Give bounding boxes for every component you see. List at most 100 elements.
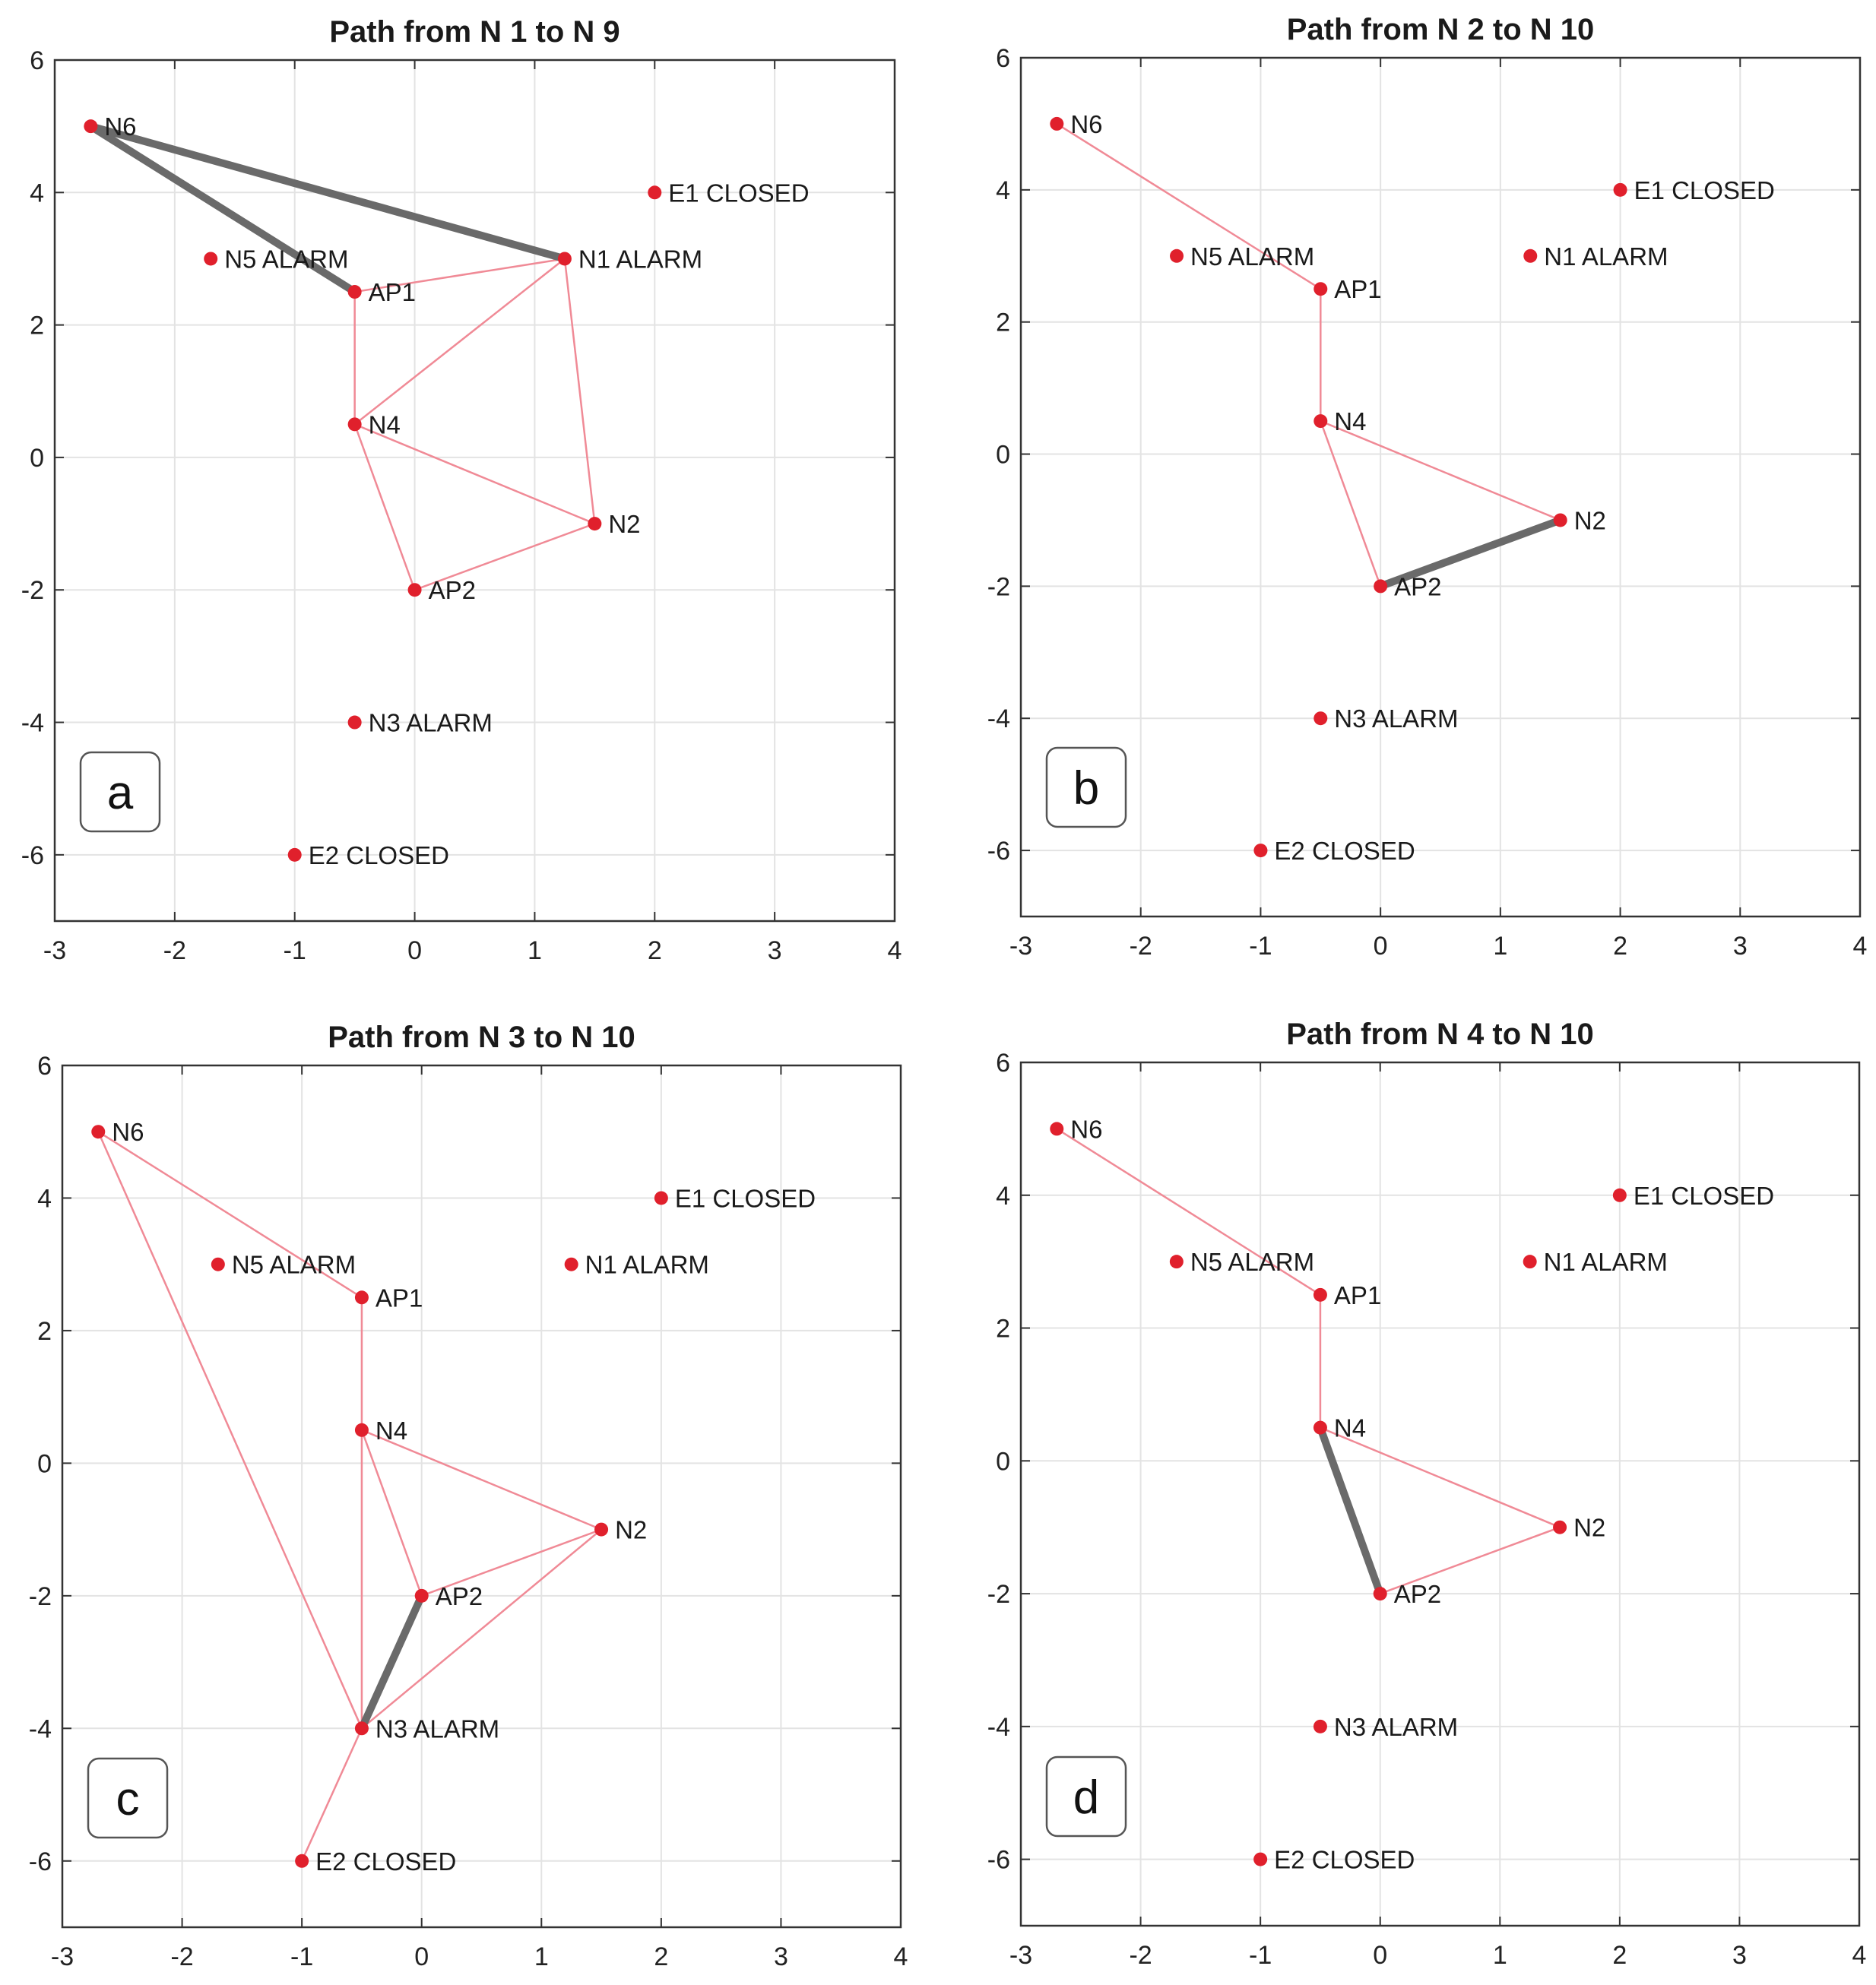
x-tick-label: 0 <box>414 1942 429 1971</box>
node-point <box>347 417 362 432</box>
node-label: AP1 <box>1334 275 1381 303</box>
x-tick-label: 4 <box>894 1942 908 1971</box>
node-point <box>648 185 662 200</box>
node-point <box>1523 1255 1537 1269</box>
y-tick-label: -6 <box>987 837 1010 866</box>
node-label: E2 CLOSED <box>309 841 449 869</box>
node-point <box>564 1257 578 1271</box>
y-tick-label: 4 <box>996 1182 1010 1211</box>
node-label: N5 ALARM <box>224 245 348 273</box>
chart-panel-c: Path from N 3 to N 10 -3 -2 -1 0 1 2 3 4 6 4 2 0 -2 -4… <box>29 1021 908 1971</box>
graph-edge <box>1320 420 1382 587</box>
graph-edge <box>361 1429 602 1531</box>
node-label: E1 CLOSED <box>1634 1182 1774 1210</box>
graph-edge <box>354 423 595 525</box>
node-point <box>1169 1255 1184 1269</box>
node-point <box>414 1588 429 1603</box>
node-point <box>1613 182 1627 197</box>
x-tick-label: -3 <box>1009 1941 1032 1970</box>
x-tick-label: -2 <box>1130 932 1152 961</box>
x-tick-label: -3 <box>43 936 66 965</box>
y-tick-label: -6 <box>987 1846 1010 1875</box>
x-tick-label: 2 <box>1613 932 1627 961</box>
node-point <box>1553 1520 1567 1534</box>
y-tick-label: 0 <box>996 1447 1010 1476</box>
node-point <box>1314 711 1328 726</box>
graph-edge <box>97 1131 363 1299</box>
plot-frame <box>1019 56 1862 918</box>
x-tick-label: 3 <box>1732 1941 1747 1970</box>
graph-edge <box>563 258 596 524</box>
x-tick-label: 2 <box>654 1942 668 1971</box>
node-point <box>1170 249 1184 263</box>
node-label: AP2 <box>436 1582 483 1610</box>
node-point <box>354 1290 369 1305</box>
node-label: N4 <box>369 410 401 438</box>
node-point <box>1313 1719 1327 1733</box>
x-tick-label: 0 <box>407 936 422 965</box>
y-tick-label: -4 <box>21 709 44 738</box>
path-edge <box>1377 516 1564 590</box>
graph-edge <box>361 1528 602 1730</box>
chart-panel-d: Path from N 4 to N 10 -3 -2 -1 0 1 2 3 4 6 4 2 0 -2 -4… <box>987 1018 1867 1970</box>
node-label: N6 <box>1070 110 1102 138</box>
node-label: N5 ALARM <box>1190 242 1314 271</box>
node-label: E2 CLOSED <box>1274 837 1415 865</box>
node-point <box>1314 282 1328 296</box>
graph-edge <box>1056 122 1321 290</box>
node-point <box>594 1522 609 1537</box>
y-tick-label: 2 <box>30 312 44 340</box>
graph-edge <box>301 1727 363 1862</box>
graph-edge <box>1380 1526 1561 1595</box>
y-tick-label: -4 <box>987 704 1010 733</box>
node-label: N3 ALARM <box>369 709 493 737</box>
x-tick-label: 0 <box>1373 1941 1387 1970</box>
node-point <box>1374 579 1388 594</box>
node-label: N5 ALARM <box>1190 1248 1314 1276</box>
node-point <box>354 1721 369 1736</box>
node-label: N2 <box>1574 506 1606 534</box>
y-tick-label: 0 <box>30 444 44 473</box>
panel-letter: c <box>116 1773 140 1825</box>
node-point <box>1314 414 1328 429</box>
node-point <box>1253 1852 1268 1866</box>
graph-edge <box>353 258 566 426</box>
y-tick-label: -2 <box>987 572 1010 601</box>
panel-letter-box <box>1045 746 1127 828</box>
node-label: E1 CLOSED <box>668 179 809 207</box>
y-tick-label: 0 <box>996 441 1010 470</box>
x-tick-label: 1 <box>1493 1941 1507 1970</box>
node-point <box>287 847 302 862</box>
y-tick-label: -4 <box>29 1714 52 1743</box>
y-tick-label: 6 <box>996 1049 1010 1078</box>
x-tick-label: 4 <box>888 936 902 965</box>
x-tick-label: 4 <box>1852 1941 1867 1970</box>
node-point <box>347 715 362 730</box>
graph-edge <box>360 1429 423 1597</box>
graph-edge <box>414 522 595 591</box>
x-tick-label: 1 <box>534 1942 549 1971</box>
node-label: E2 CLOSED <box>1274 1846 1415 1874</box>
node-point <box>347 285 362 299</box>
y-tick-label: 2 <box>37 1317 52 1346</box>
node-point <box>1553 513 1567 527</box>
node-label: N6 <box>104 112 136 141</box>
panel-letter: a <box>107 767 134 819</box>
node-point <box>1313 1287 1327 1302</box>
y-tick-label: 4 <box>996 176 1010 205</box>
x-tick-label: -1 <box>1249 932 1272 961</box>
graph-edge <box>97 1131 363 1729</box>
graph-edge <box>354 258 566 293</box>
node-point <box>407 583 422 597</box>
node-label: N4 <box>376 1417 407 1445</box>
node-label: AP1 <box>376 1284 423 1312</box>
node-label: N1 ALARM <box>1544 1248 1668 1276</box>
graph-edge <box>1320 419 1561 521</box>
y-tick-label: 4 <box>37 1184 52 1213</box>
node-label: N4 <box>1334 1414 1366 1442</box>
x-tick-label: 2 <box>1612 1941 1627 1970</box>
y-tick-label: 6 <box>37 1052 52 1081</box>
panel-letter: d <box>1073 1771 1099 1824</box>
node-point <box>91 1125 106 1139</box>
